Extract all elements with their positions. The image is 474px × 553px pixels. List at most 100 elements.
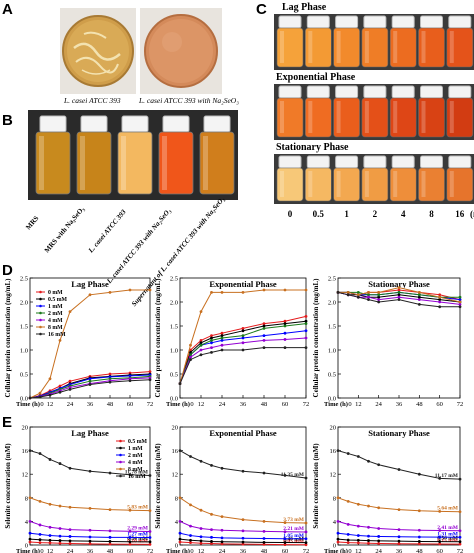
concentration-label: 2 <box>372 209 378 219</box>
vial-body <box>446 167 474 202</box>
y-tick-label: 2.0 <box>20 300 28 307</box>
data-point <box>28 396 32 400</box>
data-point <box>377 527 381 530</box>
data-point <box>189 524 192 528</box>
phase-label-lag-c: Lag Phase <box>282 2 327 13</box>
x-tick-label: 72 <box>457 401 464 408</box>
data-point <box>356 291 360 294</box>
chart-title: Lag Phase <box>71 428 109 438</box>
data-point <box>262 537 266 540</box>
data-point <box>88 379 92 383</box>
data-point <box>108 372 112 376</box>
y-tick-label: 0.0 <box>20 396 28 403</box>
data-point <box>199 343 203 347</box>
data-point <box>199 353 203 357</box>
data-point <box>58 384 62 388</box>
data-point <box>38 532 42 536</box>
vial-cap <box>391 85 415 99</box>
vial-shine <box>280 101 284 133</box>
data-point <box>458 535 462 539</box>
data-point <box>262 471 266 475</box>
concentration-label: 8 <box>429 209 434 219</box>
x-tick-label: 12 <box>198 401 205 408</box>
y-tick-label: 1.5 <box>170 324 178 331</box>
end-value-label: 1.27 mM <box>127 532 149 538</box>
data-point <box>367 539 370 542</box>
data-point <box>38 499 42 503</box>
vial-cap <box>335 155 359 169</box>
data-point <box>38 523 42 527</box>
x-tick-label: 24 <box>219 548 226 553</box>
caption-dish-right: L. casei ATCC 393 with Na₂SeO₃ <box>139 96 239 105</box>
data-point <box>68 386 72 389</box>
data-point <box>397 508 401 511</box>
data-point <box>189 355 192 359</box>
data-point <box>417 293 421 297</box>
vial-c-1-0 <box>276 85 304 138</box>
y-tick-label: 4 <box>333 519 337 526</box>
y-tick-label: 0.5 <box>328 372 336 379</box>
phase-label-stat-c: Stationary Phase <box>276 142 349 153</box>
data-point <box>417 542 421 546</box>
x-tick-label: 24 <box>375 401 382 408</box>
concentration-label: 0 <box>287 209 293 219</box>
vial-shine <box>449 101 454 133</box>
data-point <box>220 466 224 470</box>
data-point <box>68 528 72 532</box>
data-point <box>458 303 462 306</box>
end-value-label: 5.64 mM <box>437 506 459 512</box>
data-point <box>178 496 182 500</box>
y-tick-label: 0.0 <box>328 396 336 403</box>
data-point <box>262 339 266 342</box>
data-point <box>417 509 421 513</box>
data-point <box>128 529 132 533</box>
data-point <box>88 507 92 510</box>
x-tick-label: 48 <box>107 401 114 408</box>
data-point <box>199 508 203 512</box>
data-point <box>304 346 308 349</box>
y-tick-label: 0 <box>333 543 336 550</box>
x-tick-label: 36 <box>87 401 94 408</box>
vial-shine <box>421 101 426 133</box>
data-point <box>178 382 182 385</box>
data-point <box>367 525 370 529</box>
vial-c-0-2 <box>333 15 360 68</box>
data-point <box>356 534 360 537</box>
end-value-label: 0.15 mM <box>437 538 459 544</box>
x-axis-label: Time (h) <box>324 401 348 408</box>
data-point <box>210 540 213 543</box>
legend-marker <box>119 467 122 471</box>
data-point <box>210 346 213 349</box>
data-point <box>148 530 152 533</box>
data-point <box>283 346 287 349</box>
data-point <box>356 502 360 506</box>
data-point <box>417 298 421 301</box>
concentration-label: 0.5 <box>312 209 324 219</box>
data-point <box>128 288 132 292</box>
x-tick-label: 72 <box>303 548 310 553</box>
data-point <box>241 529 245 533</box>
data-point <box>88 535 92 539</box>
data-point <box>397 298 401 301</box>
chart-title: Exponential Phase <box>209 279 277 289</box>
vial-c-0-6 <box>446 15 474 68</box>
vial-cap <box>391 15 415 29</box>
vial-c-0-4 <box>389 15 417 68</box>
data-point <box>458 529 462 533</box>
data-point <box>128 473 132 477</box>
data-point <box>356 293 360 297</box>
data-point <box>58 541 62 545</box>
vial-c-1-3 <box>361 85 389 138</box>
chart-title: Stationary Phase <box>368 279 430 289</box>
data-point <box>108 377 112 381</box>
data-point <box>283 322 287 325</box>
y-tick-label: 4 <box>175 519 179 526</box>
data-point <box>397 535 401 539</box>
data-point <box>283 473 287 477</box>
y-tick-label: 0 <box>25 543 28 550</box>
vial-body <box>304 97 332 138</box>
vial-body <box>276 167 304 202</box>
data-point <box>241 336 245 340</box>
data-point <box>304 336 308 340</box>
legend-label: 8 mM <box>128 467 143 473</box>
